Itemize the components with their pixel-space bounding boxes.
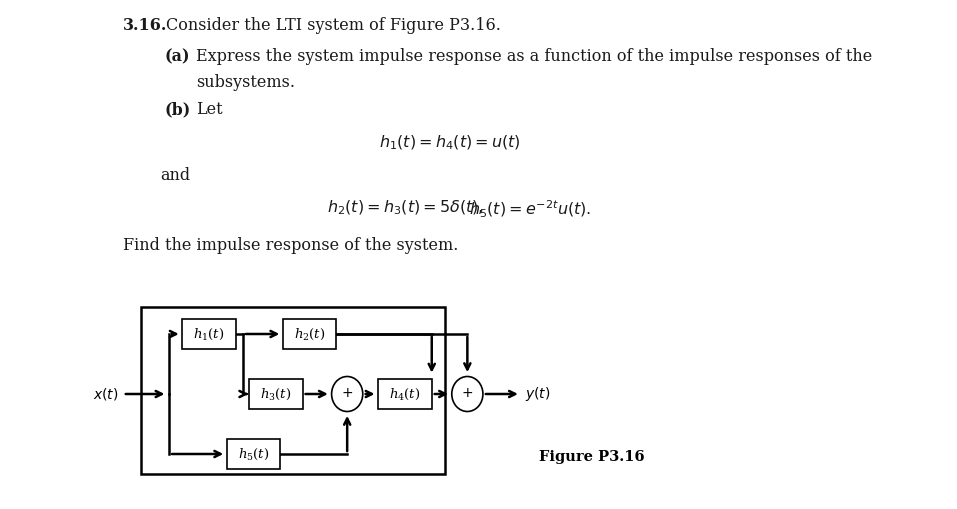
- Text: $h_2(t)$: $h_2(t)$: [294, 326, 325, 342]
- Bar: [141, 307, 445, 474]
- Bar: [227, 439, 280, 469]
- Text: Figure P3.16: Figure P3.16: [539, 450, 644, 464]
- Text: 3.16.: 3.16.: [122, 17, 167, 34]
- Text: $h_5(t) = e^{-2t}u(t).$: $h_5(t) = e^{-2t}u(t).$: [469, 199, 590, 220]
- Text: subsystems.: subsystems.: [196, 74, 295, 91]
- Text: $h_2(t) = h_3(t) = 5\delta(t),$: $h_2(t) = h_3(t) = 5\delta(t),$: [326, 199, 483, 217]
- Text: $h_3(t)$: $h_3(t)$: [260, 386, 292, 402]
- Bar: [283, 319, 337, 349]
- Text: +: +: [342, 386, 353, 400]
- Text: (a): (a): [165, 48, 190, 65]
- Text: Find the impulse response of the system.: Find the impulse response of the system.: [122, 237, 458, 254]
- Bar: [249, 379, 302, 409]
- Text: and: and: [160, 167, 190, 184]
- Text: Express the system impulse response as a function of the impulse responses of th: Express the system impulse response as a…: [196, 48, 872, 65]
- Circle shape: [452, 377, 483, 411]
- Text: (b): (b): [165, 101, 191, 118]
- Bar: [378, 379, 432, 409]
- Text: Let: Let: [196, 101, 222, 118]
- Text: Consider the LTI system of Figure P3.16.: Consider the LTI system of Figure P3.16.: [166, 17, 501, 34]
- Text: $h_5(t)$: $h_5(t)$: [238, 446, 270, 462]
- Text: $h_1(t) = h_4(t) = u(t)$: $h_1(t) = h_4(t) = u(t)$: [379, 134, 521, 152]
- Text: $h_4(t)$: $h_4(t)$: [389, 386, 421, 402]
- Circle shape: [332, 377, 363, 411]
- Text: $h_1(t)$: $h_1(t)$: [193, 326, 225, 342]
- Text: $x(t)$: $x(t)$: [94, 386, 119, 402]
- Text: +: +: [461, 386, 473, 400]
- Text: $y(t)$: $y(t)$: [525, 385, 551, 403]
- Bar: [183, 319, 236, 349]
